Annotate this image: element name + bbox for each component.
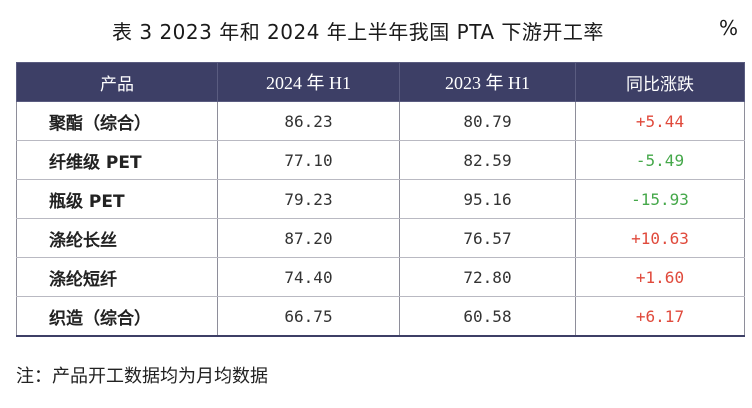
header-2023-h1: 2023 年 H1: [399, 62, 576, 102]
utilization-table: 产品 2024 年 H1 2023 年 H1 同比涨跌 聚酯（综合） 86.23…: [16, 62, 745, 337]
value-2023-h1: 72.80: [399, 257, 576, 297]
product-name: 织造（综合）: [16, 296, 218, 337]
yoy-change: +6.17: [575, 296, 745, 337]
header-product: 产品: [16, 62, 218, 102]
product-name: 纤维级 PET: [16, 140, 218, 180]
product-name: 聚酯（综合）: [16, 101, 218, 141]
yoy-change: -5.49: [575, 140, 745, 180]
yoy-change: -15.93: [575, 179, 745, 219]
value-2023-h1: 80.79: [399, 101, 576, 141]
yoy-change: +1.60: [575, 257, 745, 297]
footnote: 注：产品开工数据均为月均数据: [16, 366, 268, 387]
value-2023-h1: 60.58: [399, 296, 576, 337]
value-2024-h1: 86.23: [217, 101, 400, 141]
table-row: 聚酯（综合） 86.23 80.79 +5.44: [16, 101, 745, 141]
value-2023-h1: 76.57: [399, 218, 576, 258]
header-2024-h1: 2024 年 H1: [217, 62, 400, 102]
product-name: 涤纶长丝: [16, 218, 218, 258]
value-2023-h1: 95.16: [399, 179, 576, 219]
yoy-change: +10.63: [575, 218, 745, 258]
table-row: 涤纶短纤 74.40 72.80 +1.60: [16, 257, 745, 297]
table-row: 瓶级 PET 79.23 95.16 -15.93: [16, 179, 745, 219]
yoy-change: +5.44: [575, 101, 745, 141]
product-name: 涤纶短纤: [16, 257, 218, 297]
table-row: 织造（综合） 66.75 60.58 +6.17: [16, 296, 745, 337]
value-2024-h1: 74.40: [217, 257, 400, 297]
value-2024-h1: 87.20: [217, 218, 400, 258]
table-row: 纤维级 PET 77.10 82.59 -5.49: [16, 140, 745, 180]
table-row: 涤纶长丝 87.20 76.57 +10.63: [16, 218, 745, 258]
unit-label: %: [719, 16, 739, 40]
header-yoy-change: 同比涨跌: [575, 62, 745, 102]
value-2024-h1: 79.23: [217, 179, 400, 219]
table-header-row: 产品 2024 年 H1 2023 年 H1 同比涨跌: [16, 62, 745, 102]
value-2024-h1: 77.10: [217, 140, 400, 180]
product-name: 瓶级 PET: [16, 179, 218, 219]
table-title: 表 3 2023 年和 2024 年上半年我国 PTA 下游开工率: [112, 20, 604, 44]
value-2023-h1: 82.59: [399, 140, 576, 180]
value-2024-h1: 66.75: [217, 296, 400, 337]
